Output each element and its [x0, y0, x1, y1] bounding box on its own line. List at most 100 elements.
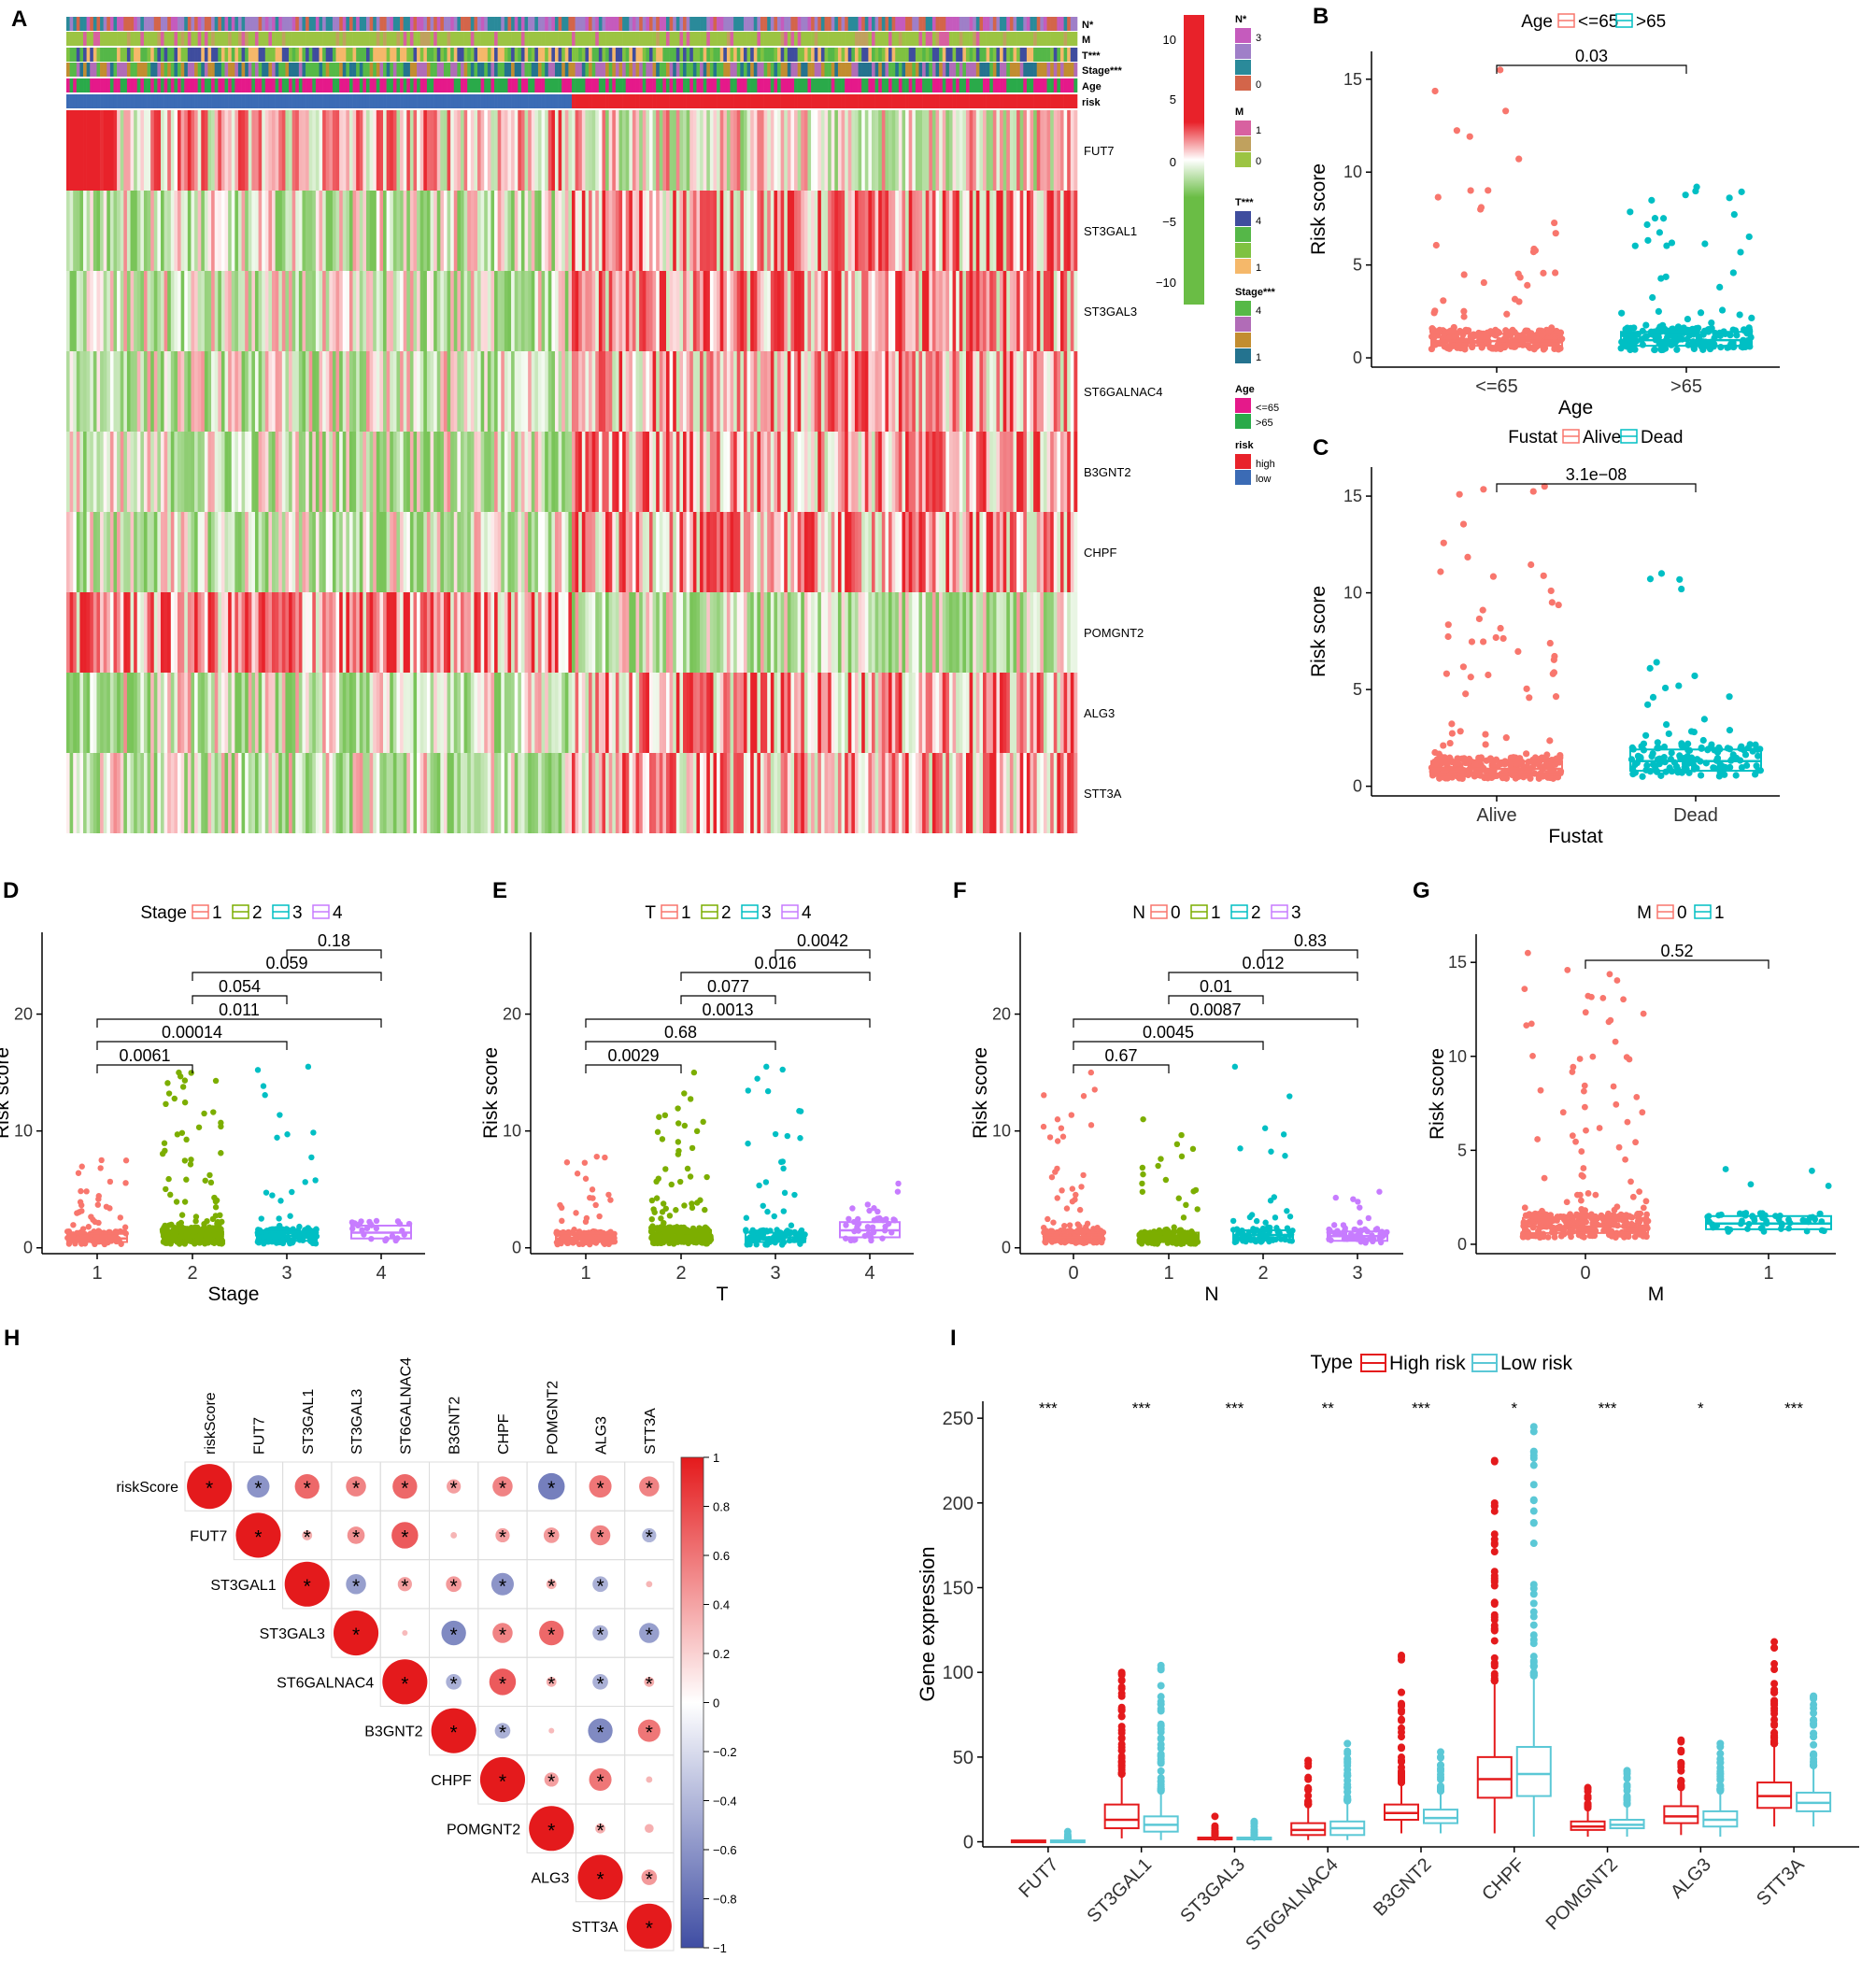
annotation-cell [1053, 32, 1058, 46]
annotation-cell [983, 94, 987, 108]
annotation-cell [436, 78, 441, 92]
annotation-cell [915, 78, 919, 92]
heatmap-cell [908, 512, 913, 592]
heatmap-cell [157, 432, 162, 512]
annotation-cell [568, 94, 573, 108]
annotation-cell [1050, 78, 1055, 92]
annotation-cell [187, 63, 192, 77]
annotation-cell [784, 63, 789, 77]
heatmap-cell [918, 110, 923, 191]
heatmap-cell [948, 110, 953, 191]
annotation-cell [400, 48, 404, 62]
heatmap-cell [939, 592, 944, 673]
heatmap-cell [163, 673, 168, 753]
heatmap-cell [891, 753, 896, 833]
heatmap-cell [847, 110, 852, 191]
heatmap-cell [392, 512, 397, 592]
heatmap-cell [308, 432, 313, 512]
heatmap-cell [109, 592, 114, 673]
annotation-cell [807, 48, 812, 62]
heatmap-cell [463, 191, 468, 271]
annotation-cell [989, 17, 994, 31]
annotation-cell [184, 32, 189, 46]
heatmap-cell [214, 592, 219, 673]
heatmap-cell [713, 191, 718, 271]
annotation-cell [814, 32, 818, 46]
annotation-cell [874, 63, 879, 77]
heatmap-cell [289, 673, 292, 753]
annotation-cell [652, 78, 657, 92]
heatmap-cell [803, 673, 808, 753]
heatmap-cell [332, 271, 336, 351]
heatmap-cell [480, 673, 485, 753]
heatmap-cell [528, 271, 533, 351]
heatmap-cell [962, 191, 967, 271]
heatmap-cell [777, 191, 781, 271]
annotation-cell [585, 78, 590, 92]
heatmap-cells [66, 110, 1078, 833]
annotation-cell [615, 63, 619, 77]
heatmap-cell [167, 673, 172, 753]
heatmap-cell [143, 753, 148, 833]
heatmap-cell [76, 110, 80, 191]
annotation-cell [692, 63, 697, 77]
annotation-cell [484, 32, 489, 46]
heatmap-cell [480, 432, 485, 512]
heatmap-cell [484, 673, 489, 753]
heatmap-cell [231, 432, 235, 512]
annotation-cell [430, 94, 434, 108]
heatmap-cell [191, 271, 195, 351]
heatmap-cell [686, 673, 690, 753]
annotation-cell [140, 17, 145, 31]
heatmap-cell [136, 351, 141, 432]
heatmap-cell [561, 512, 566, 592]
heatmap-cell [837, 351, 842, 432]
heatmap-cell [713, 673, 718, 753]
annotation-cell [868, 78, 873, 92]
heatmap-cell [430, 351, 434, 432]
heatmap-cell [480, 753, 485, 833]
annotation-cell [908, 17, 913, 31]
heatmap-cell [426, 592, 431, 673]
heatmap-cell [474, 191, 478, 271]
heatmap-cell [814, 351, 818, 432]
heatmap-cell [143, 271, 148, 351]
heatmap-cell [480, 512, 485, 592]
annotation-cell [514, 32, 519, 46]
heatmap-cell [703, 432, 707, 512]
heatmap-cell [545, 753, 549, 833]
heatmap-cell [1033, 512, 1038, 592]
heatmap-cell [578, 110, 583, 191]
heatmap-cell [1063, 271, 1068, 351]
heatmap-cell [743, 753, 747, 833]
annotation-cell [1026, 94, 1030, 108]
heatmap-cell [396, 271, 401, 351]
annotation-cell [591, 17, 596, 31]
annotation-cell [746, 63, 751, 77]
annotation-cell [426, 78, 431, 92]
heatmap-cell [470, 351, 475, 432]
heatmap-cell [703, 351, 707, 432]
annotation-cell [470, 32, 475, 46]
annotation-cell [234, 78, 239, 92]
annotation-cell [450, 17, 455, 31]
annotation-cell [743, 17, 747, 31]
annotation-cell [551, 94, 556, 108]
annotation-cell [743, 32, 747, 46]
annotation-cell [767, 78, 772, 92]
heatmap-cell [898, 191, 902, 271]
annotation-cell [551, 78, 556, 92]
annotation-cell [187, 32, 192, 46]
heatmap-cell [956, 592, 960, 673]
heatmap-cell [494, 351, 498, 432]
heatmap-cell [942, 351, 946, 432]
annotation-cell [312, 63, 317, 77]
annotation-cell [1050, 48, 1055, 62]
heatmap-cell [79, 351, 84, 432]
y-tick-label: 15 [1343, 70, 1362, 89]
annotation-cell [568, 17, 573, 31]
heatmap-cell [450, 110, 455, 191]
heatmap-cell [794, 512, 798, 592]
heatmap-cell [376, 673, 380, 753]
annotation-cell [740, 48, 745, 62]
